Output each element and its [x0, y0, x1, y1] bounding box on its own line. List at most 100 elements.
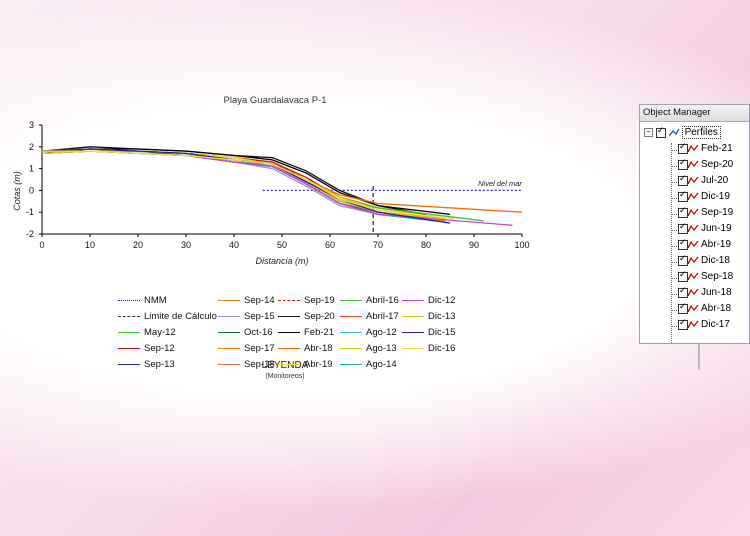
legend-item: Sep-12 [118, 343, 175, 354]
legend-item: Sep-20 [278, 311, 335, 322]
y-tick-label: 3 [29, 120, 34, 130]
legend-label: Sep-17 [244, 343, 275, 354]
tree-item[interactable]: Sep-18 [678, 269, 734, 286]
profile-chart-icon [688, 320, 699, 329]
tree-item[interactable]: Sep-20 [678, 157, 733, 174]
tree-item[interactable]: Abr-18 [678, 301, 731, 318]
chart-panel: Playa Guardalavaca P-1 Cotas (m) Distanc… [0, 88, 640, 388]
legend-swatch [402, 299, 424, 301]
legend-label: Sep-19 [304, 295, 335, 306]
root-checkbox[interactable] [655, 125, 666, 138]
tree-branch [671, 262, 681, 263]
x-axis-label: Distancia (m) [255, 256, 308, 266]
tree-branch [671, 230, 681, 231]
item-checkbox[interactable] [678, 285, 688, 298]
x-tick-label: 40 [229, 240, 239, 250]
series-line-sep-17 [42, 150, 427, 216]
tree-item[interactable]: Feb-21 [678, 141, 733, 158]
tree-branch [671, 182, 681, 183]
legend-item: Dic-13 [402, 311, 455, 322]
item-checkbox[interactable] [678, 173, 688, 186]
chart-title: Playa Guardalavaca P-1 [224, 95, 327, 106]
x-tick-label: 60 [325, 240, 335, 250]
object-manager-title: Object Manager [640, 105, 749, 122]
x-tick-label: 90 [469, 240, 479, 250]
legend-swatch [218, 315, 240, 317]
legend-swatch [278, 363, 300, 365]
legend-label: Oct-16 [244, 327, 273, 338]
legend-item: Abr-19 [278, 359, 333, 370]
x-tick-label: 0 [39, 240, 44, 250]
legend-label: Abril-17 [366, 311, 399, 322]
series-line-abr-18 [41, 148, 523, 213]
tree-item[interactable]: Jun-19 [678, 221, 732, 238]
profile-chart-icon [688, 272, 699, 281]
panel-stand [698, 344, 700, 370]
legend-swatch [118, 315, 140, 317]
tree-root-perfiles[interactable]: − Perfiles [644, 125, 721, 142]
tree-item[interactable]: Dic-17 [678, 317, 730, 334]
profile-chart-icon [688, 160, 699, 169]
legend-item: May-12 [118, 327, 176, 338]
item-checkbox[interactable] [678, 317, 688, 330]
tree-item[interactable]: Dic-18 [678, 253, 730, 270]
tree-branch [671, 214, 681, 215]
profile-chart-icon [688, 144, 699, 153]
legend-subtitle: (Monitoreos) [265, 373, 305, 380]
item-checkbox[interactable] [678, 221, 688, 234]
y-tick-label: -2 [26, 229, 34, 239]
tree-branch [671, 246, 681, 247]
legend-label: Sep-12 [144, 343, 175, 354]
legend-swatch [118, 363, 140, 365]
legend-swatch [118, 331, 140, 333]
item-checkbox[interactable] [678, 189, 688, 202]
item-checkbox[interactable] [678, 157, 688, 170]
item-label: Jun-18 [701, 287, 732, 298]
legend-swatch [340, 331, 362, 333]
legend-label: NMM [144, 295, 167, 306]
x-tick-label: 10 [85, 240, 95, 250]
legend-item: Sep-18 [218, 359, 275, 370]
legend-label: Abr-18 [304, 343, 333, 354]
legend-item: Ago-13 [340, 343, 397, 354]
legend-label: Feb-21 [304, 327, 335, 338]
legend-label: Ago-12 [366, 327, 397, 338]
legend-label: Abr-19 [304, 359, 333, 370]
item-checkbox[interactable] [678, 253, 688, 266]
item-checkbox[interactable] [678, 237, 688, 250]
legend-label: Sep-15 [244, 311, 275, 322]
item-label: Dic-18 [701, 255, 730, 266]
tree-item[interactable]: Jun-18 [678, 285, 732, 302]
legend-swatch [218, 299, 240, 301]
legend-label: Dic-16 [428, 343, 456, 354]
item-label: Jul-20 [701, 175, 729, 186]
legend-swatch [402, 331, 424, 333]
legend-swatch [118, 299, 140, 301]
profile-chart-icon [688, 256, 699, 265]
legend-label: Dic-13 [428, 311, 456, 322]
tree-connector [671, 143, 672, 343]
tree-item[interactable]: Jul-20 [678, 173, 729, 190]
collapse-icon[interactable]: − [644, 128, 653, 137]
object-manager-panel: Object Manager − PerfilesFeb-21Sep-20Jul… [639, 104, 750, 344]
tree-item[interactable]: Abr-19 [678, 237, 731, 254]
x-tick-label: 30 [181, 240, 191, 250]
item-checkbox[interactable] [678, 205, 688, 218]
item-checkbox[interactable] [678, 141, 688, 154]
legend-item: Dic-16 [402, 343, 455, 354]
item-checkbox[interactable] [678, 301, 688, 314]
legend-label: Ago-13 [366, 343, 397, 354]
tree-item[interactable]: Sep-19 [678, 205, 733, 222]
item-checkbox[interactable] [678, 269, 688, 282]
legend-item: NMM [118, 295, 167, 306]
legend-swatch [278, 331, 300, 333]
tree-branch [671, 326, 681, 327]
legend-label: Sep-14 [244, 295, 275, 306]
legend-swatch [118, 347, 140, 349]
legend-item: Feb-21 [278, 327, 334, 338]
legend-label: Sep-20 [304, 311, 335, 322]
item-label: Sep-18 [701, 271, 734, 282]
tree-item[interactable]: Dic-19 [678, 189, 730, 206]
tree-branch [671, 310, 681, 311]
series-line-sep-20 [41, 146, 427, 216]
